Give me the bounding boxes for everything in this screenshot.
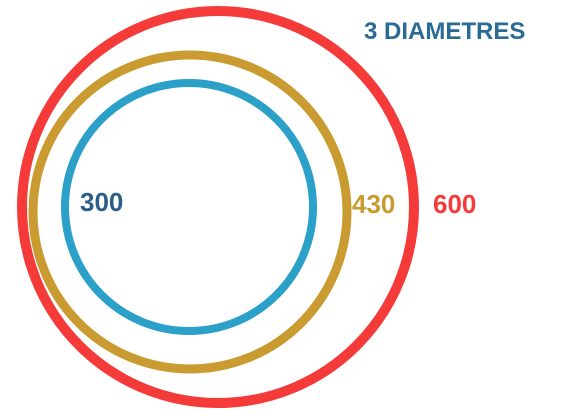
circle-600 — [17, 6, 419, 408]
label-430: 430 — [352, 189, 396, 219]
circle-300 — [61, 79, 317, 335]
label-300: 300 — [80, 187, 124, 217]
label-600: 600 — [433, 189, 477, 219]
circle-430 — [28, 50, 352, 374]
diagram-title: 3 DIAMETRES — [364, 18, 526, 45]
